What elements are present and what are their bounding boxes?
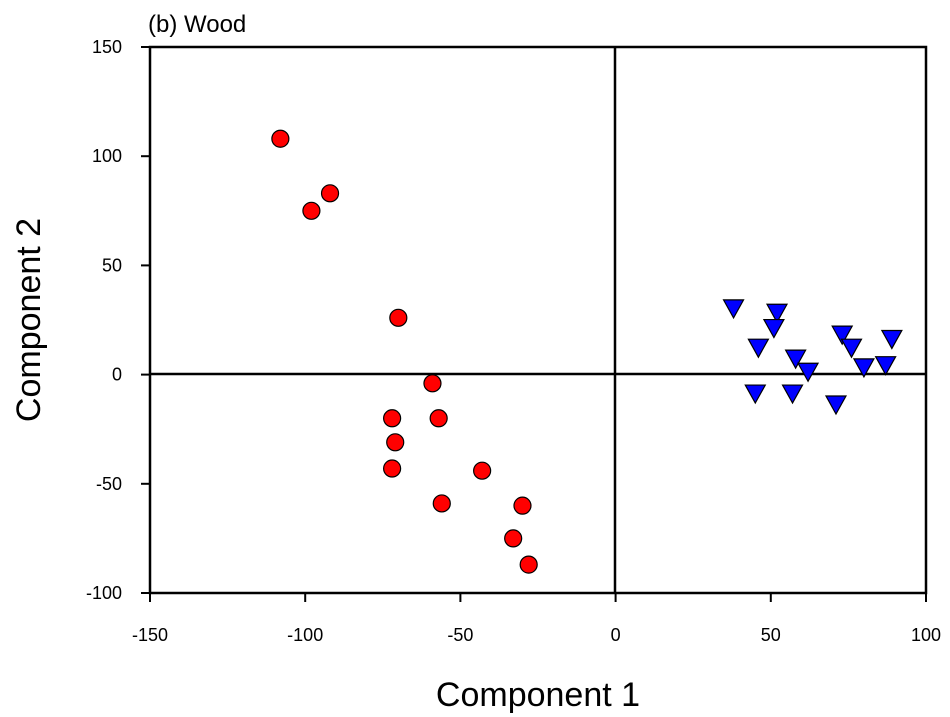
data-point-circle [383, 459, 402, 478]
y-tick-label: 0 [112, 365, 122, 385]
data-point-triangle [765, 303, 789, 324]
y-tick-label: -50 [96, 474, 122, 494]
chart-title: (b) Wood [148, 11, 246, 38]
y-axis-ticks: -100 -50 0 50 100 150 [86, 37, 150, 603]
y-tick-label: 50 [102, 255, 122, 275]
data-point-circle [302, 201, 321, 220]
x-tick-label: -150 [132, 625, 168, 645]
data-points [271, 129, 903, 574]
data-point-circle [504, 529, 523, 548]
y-tick-label: -100 [86, 583, 122, 603]
data-point-triangle [831, 325, 854, 346]
data-point-circle [519, 555, 538, 574]
x-tick-label: -50 [447, 625, 473, 645]
y-axis-label: Component 2 [10, 218, 48, 422]
data-point-circle [473, 461, 492, 480]
data-point-circle [429, 409, 448, 428]
data-point-triangle [722, 299, 745, 320]
x-axis-label: Component 1 [436, 676, 640, 714]
data-point-triangle [762, 318, 785, 339]
data-point-triangle [824, 395, 848, 416]
data-point-circle [383, 409, 402, 428]
data-point-triangle [880, 329, 903, 350]
data-point-triangle [744, 384, 767, 405]
data-point-circle [423, 374, 442, 393]
x-tick-label: 50 [761, 625, 781, 645]
data-point-triangle [874, 356, 897, 376]
y-tick-label: 100 [92, 146, 122, 166]
data-point-triangle [747, 338, 770, 359]
x-axis-ticks: -150 -100 -50 0 50 100 [132, 593, 941, 645]
plot-frame [148, 45, 928, 595]
x-tick-label: 100 [911, 625, 941, 645]
data-point-triangle [784, 349, 807, 370]
y-tick-label: 150 [92, 37, 122, 57]
data-point-circle [271, 129, 290, 148]
data-point-triangle [852, 358, 875, 379]
x-tick-label: -100 [287, 625, 323, 645]
data-point-circle [432, 494, 451, 513]
data-point-triangle [840, 338, 863, 359]
data-point-circle [320, 184, 340, 203]
data-point-circle [513, 496, 532, 515]
data-point-circle [389, 308, 408, 327]
data-point-triangle [781, 384, 804, 405]
data-point-circle [386, 433, 405, 452]
x-tick-label: 0 [611, 625, 621, 645]
data-point-triangle [797, 362, 820, 383]
